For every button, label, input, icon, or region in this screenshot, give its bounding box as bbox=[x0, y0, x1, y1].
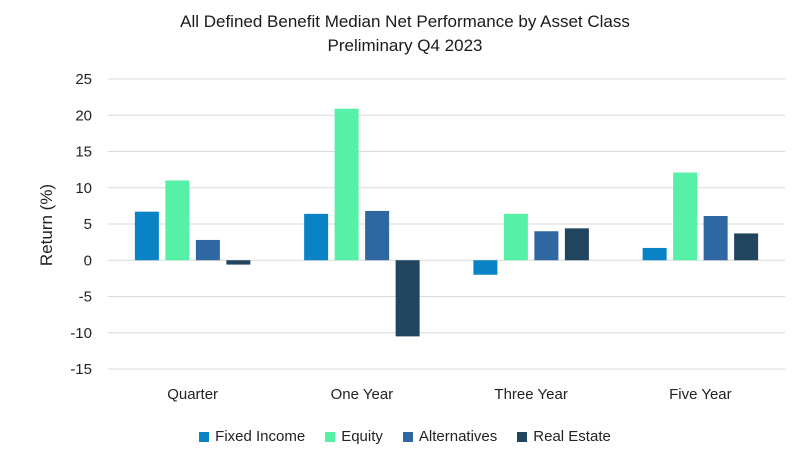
y-tick-label: 25 bbox=[75, 71, 92, 88]
bar bbox=[304, 213, 329, 261]
legend-swatch bbox=[517, 431, 528, 442]
x-tick-label: Three Year bbox=[494, 386, 567, 403]
y-axis-label: Return (%) bbox=[37, 184, 56, 266]
bar bbox=[165, 180, 190, 261]
legend: Fixed Income Equity Alternatives Real Estat… bbox=[0, 428, 810, 445]
y-tick-label: 20 bbox=[75, 107, 92, 124]
legend-swatch bbox=[325, 431, 336, 442]
y-tick-label: 15 bbox=[75, 144, 92, 161]
bar bbox=[134, 211, 159, 261]
bar bbox=[365, 210, 390, 261]
bar bbox=[642, 247, 667, 261]
y-tick-label: -5 bbox=[79, 289, 92, 306]
legend-item: Alternatives bbox=[402, 428, 498, 445]
bar bbox=[473, 260, 498, 275]
bar bbox=[503, 213, 528, 261]
chart-subtitle: Preliminary Q4 2023 bbox=[327, 36, 483, 55]
legend-label: Equity bbox=[341, 428, 383, 445]
legend-label: Fixed Income bbox=[215, 428, 306, 445]
y-tick-label: 5 bbox=[84, 216, 92, 233]
legend-item: Real Estate bbox=[517, 428, 611, 445]
y-tick-label: 0 bbox=[84, 252, 92, 269]
y-tick-label: 10 bbox=[75, 180, 92, 197]
bar bbox=[395, 260, 420, 337]
bar bbox=[703, 216, 728, 261]
bar bbox=[734, 233, 759, 261]
legend-swatch bbox=[402, 431, 413, 442]
legend-item: Fixed Income bbox=[199, 428, 305, 445]
x-tick-label: Five Year bbox=[669, 386, 732, 403]
bar bbox=[334, 108, 359, 261]
y-tick-label: -10 bbox=[70, 325, 92, 342]
bar bbox=[534, 231, 559, 261]
legend-label: Alternatives bbox=[418, 428, 498, 445]
x-tick-label: Quarter bbox=[167, 386, 218, 403]
legend-label: Real Estate bbox=[533, 428, 611, 445]
bar bbox=[195, 239, 220, 261]
bar bbox=[564, 228, 589, 261]
bar bbox=[226, 260, 251, 265]
bar bbox=[673, 172, 698, 261]
legend-swatch bbox=[199, 431, 210, 442]
y-tick-label: -15 bbox=[70, 361, 92, 378]
chart-title: All Defined Benefit Median Net Performan… bbox=[180, 12, 630, 31]
legend-item: Equity bbox=[325, 428, 383, 445]
x-tick-label: One Year bbox=[331, 386, 394, 403]
